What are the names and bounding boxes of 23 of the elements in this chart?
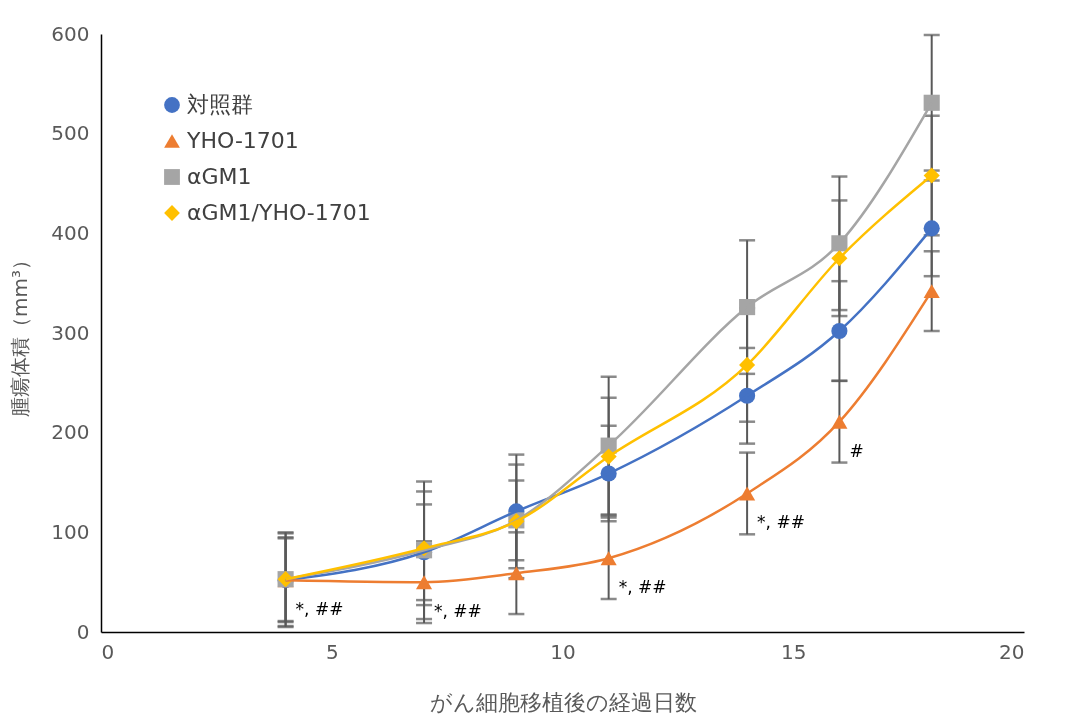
legend-label: YHO-1701 [186,128,299,153]
annotation: *, ## [434,601,482,622]
legend-label: αGM1 [187,164,252,189]
annotation: # [849,440,864,461]
y-tick-label: 0 [76,619,90,644]
x-tick-label: 20 [999,639,1025,664]
y-tick-label: 400 [51,220,90,245]
x-tick-label: 5 [325,639,339,664]
annotation: *, ## [757,512,805,533]
y-tick-label: 600 [51,21,90,46]
y-tick-label: 100 [51,519,90,544]
x-tick-label: 15 [781,639,807,664]
legend-label: αGM1/YHO-1701 [187,200,371,225]
y-tick-label: 300 [51,320,90,345]
y-axis-title: 腫瘍体積（mm³） [8,250,33,417]
y-tick-label: 500 [51,121,90,146]
x-axis-title: がん細胞移植後の経過日数 [429,689,697,715]
x-tick-label: 0 [101,639,115,664]
y-tick-label: 200 [51,420,90,445]
annotation: *, ## [295,599,344,620]
x-tick-label: 10 [550,639,576,664]
legend-label: 対照群 [187,92,253,117]
annotation: *, ## [618,577,667,598]
